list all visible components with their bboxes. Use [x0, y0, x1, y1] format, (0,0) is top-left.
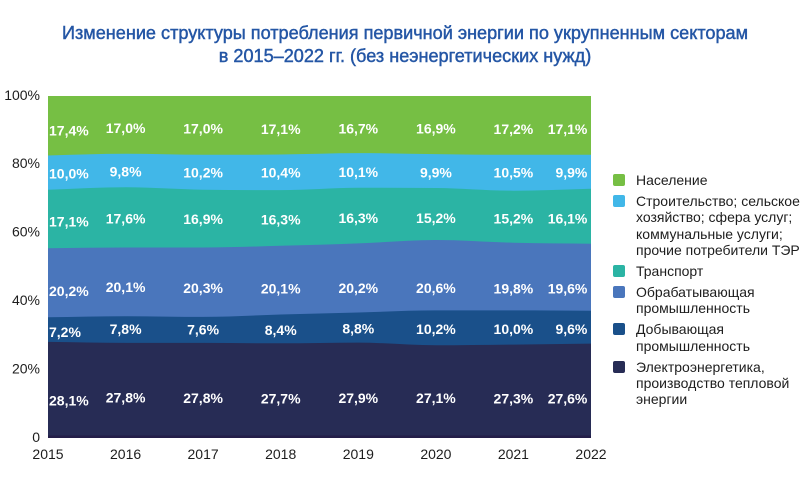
svg-text:17,0%: 17,0% — [106, 120, 146, 136]
svg-text:27,9%: 27,9% — [338, 390, 378, 406]
svg-text:2017: 2017 — [188, 446, 219, 462]
svg-text:20,2%: 20,2% — [338, 280, 378, 296]
svg-text:19,8%: 19,8% — [494, 280, 534, 296]
svg-text:2022: 2022 — [575, 446, 606, 462]
svg-text:17,2%: 17,2% — [494, 121, 534, 137]
svg-text:9,8%: 9,8% — [110, 163, 142, 179]
svg-text:10,0%: 10,0% — [49, 165, 89, 181]
svg-text:15,2%: 15,2% — [416, 210, 456, 226]
svg-text:40%: 40% — [12, 292, 40, 308]
svg-text:16,3%: 16,3% — [338, 210, 378, 226]
svg-text:28,1%: 28,1% — [49, 392, 89, 408]
svg-text:19,6%: 19,6% — [548, 280, 588, 296]
svg-text:9,9%: 9,9% — [555, 165, 587, 181]
svg-text:17,1%: 17,1% — [49, 214, 89, 230]
svg-text:16,3%: 16,3% — [261, 211, 301, 227]
svg-text:27,8%: 27,8% — [106, 389, 146, 405]
svg-text:16,9%: 16,9% — [183, 211, 223, 227]
svg-text:8,4%: 8,4% — [265, 322, 297, 338]
svg-text:20,6%: 20,6% — [416, 280, 456, 296]
svg-text:2016: 2016 — [110, 446, 141, 462]
svg-text:2020: 2020 — [420, 446, 451, 462]
svg-text:7,6%: 7,6% — [187, 322, 219, 338]
svg-text:2018: 2018 — [265, 446, 296, 462]
svg-text:15,2%: 15,2% — [494, 210, 534, 226]
svg-text:10,0%: 10,0% — [494, 321, 534, 337]
svg-text:20,1%: 20,1% — [261, 280, 301, 296]
svg-text:0: 0 — [32, 429, 40, 445]
svg-text:9,6%: 9,6% — [555, 321, 587, 337]
svg-text:20,2%: 20,2% — [49, 283, 89, 299]
svg-text:27,6%: 27,6% — [548, 391, 588, 407]
svg-text:10,4%: 10,4% — [261, 165, 301, 181]
svg-text:16,1%: 16,1% — [548, 210, 588, 226]
svg-text:17,4%: 17,4% — [49, 123, 89, 139]
svg-text:8,8%: 8,8% — [342, 321, 374, 337]
svg-text:16,7%: 16,7% — [338, 121, 378, 137]
svg-text:20%: 20% — [12, 360, 40, 376]
svg-text:10,5%: 10,5% — [494, 165, 534, 181]
svg-text:16,9%: 16,9% — [416, 121, 456, 137]
svg-text:10,2%: 10,2% — [416, 321, 456, 337]
svg-text:60%: 60% — [12, 224, 40, 240]
svg-text:17,1%: 17,1% — [548, 121, 588, 137]
svg-text:10,1%: 10,1% — [338, 164, 378, 180]
svg-text:27,3%: 27,3% — [494, 391, 534, 407]
svg-text:27,7%: 27,7% — [261, 391, 301, 407]
svg-text:80%: 80% — [12, 155, 40, 171]
svg-text:27,1%: 27,1% — [416, 390, 456, 406]
svg-text:27,8%: 27,8% — [183, 390, 223, 406]
svg-text:2015: 2015 — [32, 446, 63, 462]
svg-text:20,3%: 20,3% — [183, 280, 223, 296]
svg-text:2021: 2021 — [498, 446, 529, 462]
svg-text:17,1%: 17,1% — [261, 121, 301, 137]
svg-text:10,2%: 10,2% — [183, 164, 223, 180]
svg-text:17,0%: 17,0% — [183, 120, 223, 136]
svg-text:2019: 2019 — [343, 446, 374, 462]
svg-text:9,9%: 9,9% — [420, 165, 452, 181]
svg-text:100%: 100% — [4, 87, 40, 103]
svg-text:20,1%: 20,1% — [106, 279, 146, 295]
svg-text:17,6%: 17,6% — [106, 210, 146, 226]
svg-text:7,8%: 7,8% — [110, 321, 142, 337]
svg-text:7,2%: 7,2% — [49, 324, 81, 340]
